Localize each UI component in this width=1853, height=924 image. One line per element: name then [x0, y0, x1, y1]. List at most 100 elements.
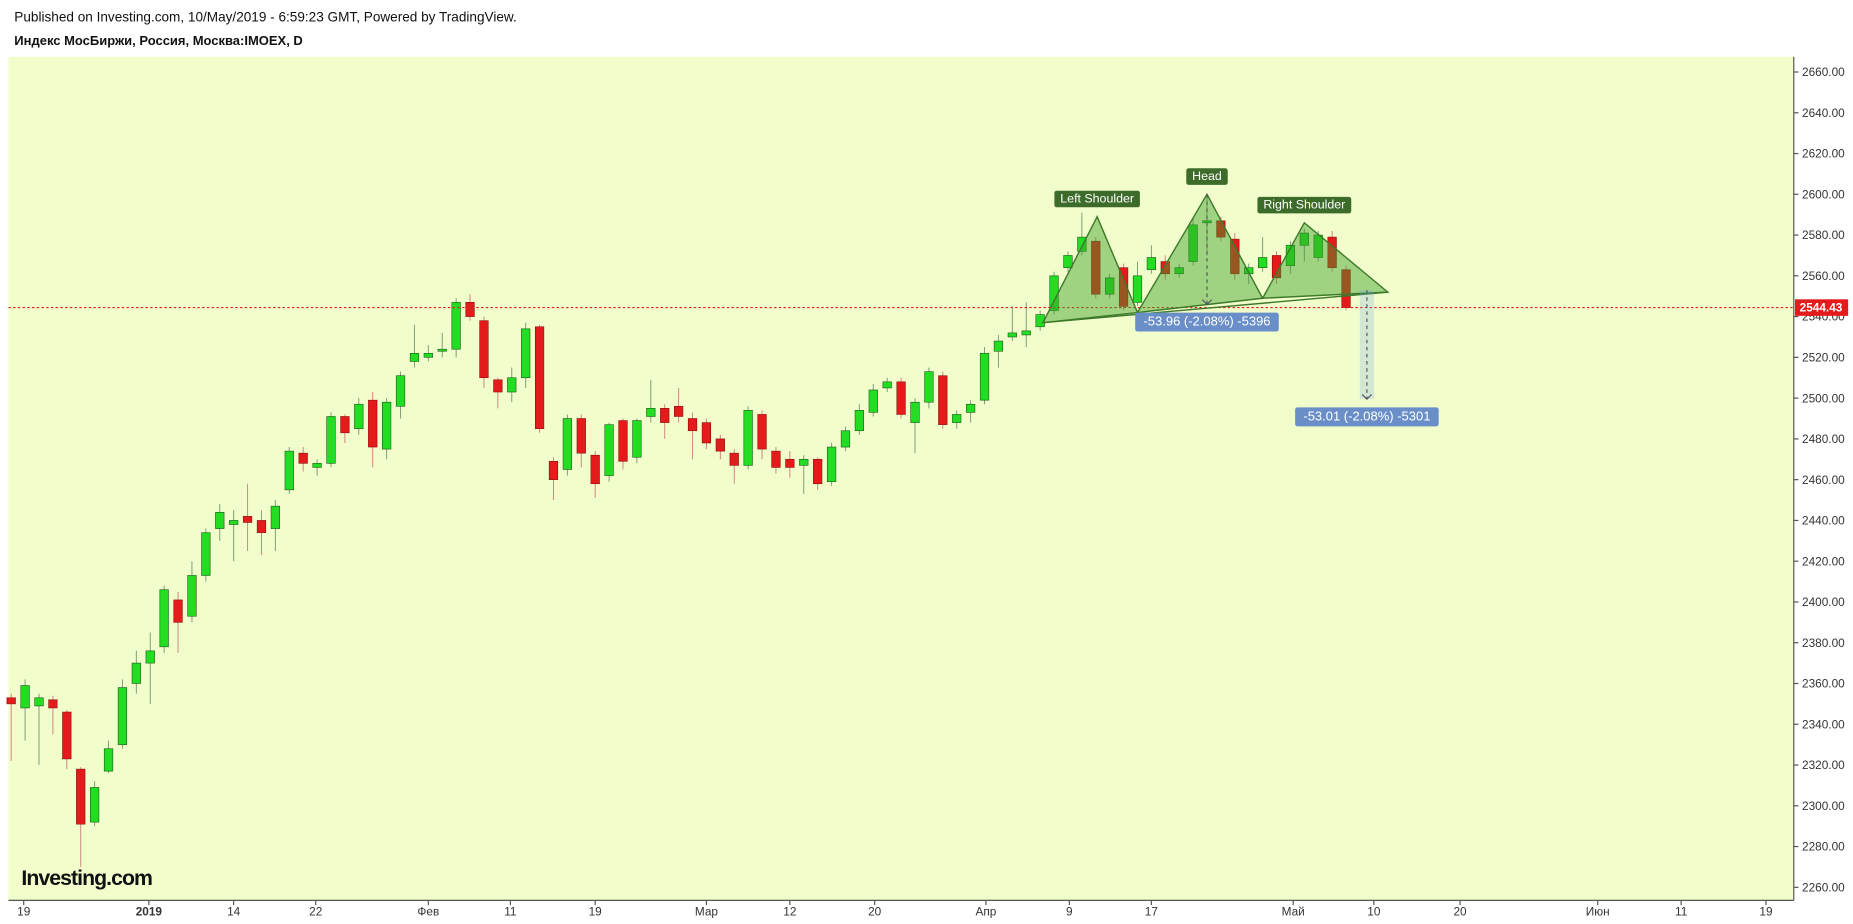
- x-tick-label: 14: [227, 905, 241, 919]
- x-tick-label: 22: [309, 905, 322, 919]
- pattern-label-box: [1054, 190, 1140, 208]
- candle-body: [187, 575, 197, 617]
- candle-body: [882, 381, 892, 389]
- last-price-label: 2544.43: [1800, 301, 1843, 315]
- y-tick-label: 2620.00: [1802, 147, 1845, 161]
- pattern-label: Right Shoulder: [1263, 198, 1345, 212]
- candle-body: [90, 787, 100, 823]
- candle-body: [507, 377, 517, 393]
- measure-arrow: [1201, 299, 1213, 306]
- x-tick-label: 19: [1759, 905, 1772, 919]
- y-tick-label: 2260.00: [1802, 880, 1845, 894]
- y-tick-label: 2640.00: [1802, 106, 1845, 120]
- y-tick-label: 2560.00: [1802, 269, 1845, 283]
- x-tick-label: Мар: [695, 905, 719, 919]
- candle-body: [562, 418, 572, 470]
- x-tick-label: Июн: [1586, 905, 1610, 919]
- candle-body: [284, 450, 294, 491]
- candle-body: [979, 352, 990, 401]
- candle-body: [451, 302, 461, 350]
- candle-body: [910, 401, 920, 423]
- candle-body: [785, 458, 795, 468]
- measure-range: [1359, 290, 1374, 400]
- x-tick-label: 10: [1367, 905, 1381, 919]
- candle-body: [938, 375, 948, 425]
- candle-body: [743, 410, 753, 466]
- candle-body: [76, 768, 86, 825]
- candle-body: [312, 463, 322, 468]
- candle-body: [326, 416, 336, 464]
- candle-body: [826, 446, 837, 482]
- candle-body: [687, 418, 698, 432]
- symbol-title: Индекс МосБиржи, Россия, Москва:IMOEX, D: [14, 33, 302, 48]
- x-tick-label: 19: [17, 905, 30, 919]
- candle-body: [1258, 257, 1268, 268]
- x-tick-label: 9: [1066, 905, 1073, 919]
- candle-body: [993, 340, 1004, 352]
- pattern-label: Head: [1192, 169, 1222, 183]
- published-note: Published on Investing.com, 10/May/2019 …: [14, 9, 516, 24]
- candle-body: [701, 422, 712, 444]
- candle-body: [62, 711, 72, 760]
- y-tick-label: 2380.00: [1802, 636, 1845, 650]
- candle-body: [1160, 261, 1170, 275]
- candle-body: [103, 748, 114, 772]
- candle-body: [534, 326, 545, 430]
- plot-area: [8, 56, 1794, 901]
- candle-body: [298, 452, 308, 464]
- candle-body: [1174, 267, 1184, 275]
- pattern-shape: [1261, 221, 1390, 300]
- candle-body: [368, 399, 378, 448]
- y-tick-label: 2320.00: [1802, 758, 1845, 772]
- candle-body: [771, 450, 781, 468]
- x-tick-label: 17: [1145, 905, 1158, 919]
- y-tick-label: 2460.00: [1802, 473, 1845, 487]
- candle-body: [242, 516, 253, 523]
- candle-body: [799, 458, 809, 466]
- candle-body: [757, 414, 767, 450]
- candle-body: [632, 420, 642, 458]
- pattern-label: Left Shoulder: [1060, 192, 1134, 206]
- candle-body: [924, 371, 934, 403]
- candle-body: [159, 589, 169, 648]
- y-tick-label: 2420.00: [1802, 554, 1845, 568]
- pattern-label-box: [1186, 168, 1228, 185]
- candle-body: [1007, 332, 1017, 338]
- measure-label-box: [1295, 407, 1439, 427]
- candle-body: [131, 662, 141, 684]
- candle-body: [382, 401, 392, 450]
- candle-body: [966, 403, 976, 413]
- candle-body: [660, 408, 670, 423]
- candle-body: [34, 697, 44, 707]
- candle-body: [1035, 314, 1045, 328]
- candle-body: [465, 302, 475, 317]
- x-tick-label: 20: [868, 905, 882, 919]
- measure-label: -53.01 (-2.08%) -5301: [1303, 408, 1430, 423]
- candle-body: [604, 424, 614, 476]
- y-tick-label: 2440.00: [1802, 514, 1845, 528]
- pattern-shape: [1041, 215, 1139, 324]
- x-tick-label: Май: [1282, 905, 1305, 919]
- y-tick-label: 2660.00: [1802, 65, 1845, 79]
- y-tick-label: 2600.00: [1802, 187, 1845, 201]
- pattern-label-box: [1257, 196, 1352, 214]
- candle-body: [117, 687, 128, 745]
- candle-body: [896, 381, 906, 415]
- candle-body: [1230, 238, 1240, 275]
- y-tick-label: 2340.00: [1802, 717, 1845, 731]
- y-tick-label: 2580.00: [1802, 228, 1845, 242]
- candle-body: [1299, 232, 1309, 246]
- candle-body: [1132, 275, 1143, 303]
- candle-body: [493, 379, 503, 393]
- pattern-shape: [1136, 192, 1264, 314]
- y-tick-label: 2500.00: [1802, 391, 1845, 405]
- y-tick-label: 2280.00: [1802, 840, 1845, 854]
- candle-body: [952, 414, 962, 423]
- y-tick-label: 2480.00: [1802, 432, 1845, 446]
- candle-body: [521, 328, 531, 379]
- candle-body: [868, 389, 878, 413]
- candle-body: [256, 520, 267, 533]
- x-tick-label: 19: [589, 905, 602, 919]
